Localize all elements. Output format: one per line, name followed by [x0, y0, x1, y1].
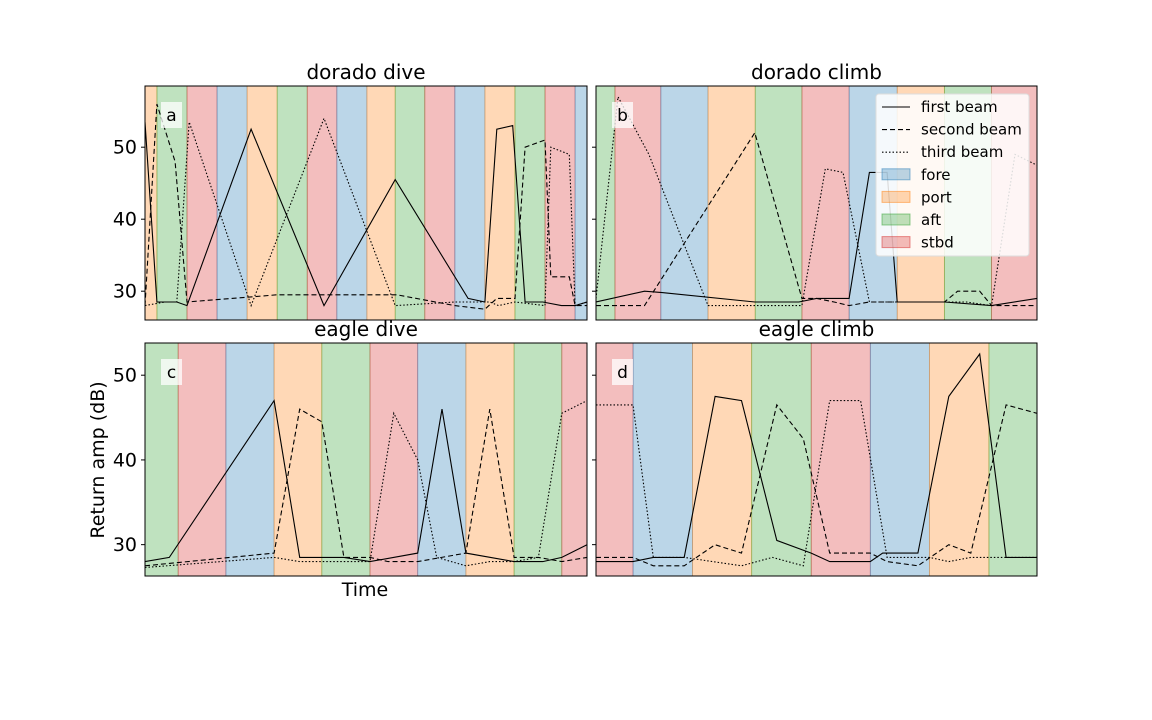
legend-patch-swatch — [881, 236, 911, 249]
band-stbd — [186, 85, 218, 321]
legend-label: aft — [921, 211, 941, 229]
panel-a: 30 40 50 dorado dive a — [113, 60, 588, 321]
series-line-third — [145, 116, 587, 308]
series-line-second — [145, 103, 587, 310]
band-fore — [632, 342, 693, 577]
series-line-second — [596, 131, 1037, 307]
band-fore — [454, 85, 486, 321]
band-fore — [574, 85, 588, 321]
series-line-second — [145, 408, 587, 567]
panel-letter-badge — [612, 359, 633, 385]
axes-frame — [595, 85, 1038, 321]
y-tick-label: 40 — [113, 209, 137, 231]
series-lines — [145, 399, 587, 569]
band-port — [707, 85, 756, 321]
panel-letter-badge — [161, 102, 182, 128]
band-port — [465, 342, 515, 577]
band-aft — [513, 342, 563, 577]
series-line-third — [596, 400, 1037, 567]
series-line-second — [596, 403, 1037, 567]
legend-label: first beam — [921, 98, 998, 116]
band-stbd — [544, 85, 576, 321]
panel-letter: b — [617, 106, 628, 126]
band-aft — [988, 342, 1038, 577]
band-port — [273, 342, 323, 577]
y-axis-label: Return amp (dB) — [87, 381, 109, 538]
band-fore — [417, 342, 467, 577]
panel-d: eagle climb d — [592, 317, 1038, 577]
band-fore — [869, 342, 930, 577]
band-aft — [514, 85, 546, 321]
legend-item-stbd: stbd — [881, 234, 954, 252]
series-line-first — [145, 399, 587, 563]
band-stbd — [561, 342, 588, 577]
panel-title: eagle climb — [759, 317, 875, 341]
legend-patch-swatch — [881, 190, 911, 203]
band-stbd — [369, 342, 419, 577]
panel-title: eagle dive — [314, 317, 418, 341]
panel-letter-badge — [161, 359, 182, 385]
panel-letter: a — [166, 106, 176, 126]
band-stbd — [306, 85, 338, 321]
y-tick-label: 30 — [113, 281, 137, 303]
series-lines — [145, 103, 587, 310]
panel-title: dorado climb — [751, 60, 882, 84]
band-port — [144, 85, 158, 321]
series-lines — [596, 352, 1037, 567]
series-line-first — [145, 121, 587, 307]
legend-label: second beam — [921, 121, 1022, 139]
legend-patch-swatch — [881, 168, 911, 181]
band-aft — [754, 85, 803, 321]
band-aft — [321, 342, 371, 577]
series-line-third — [145, 400, 587, 569]
legend-label: stbd — [921, 234, 954, 252]
band-port — [928, 342, 990, 577]
y-tick-label: 40 — [113, 449, 137, 471]
band-stbd — [810, 342, 871, 577]
legend-label: port — [921, 188, 952, 206]
series-line-third — [596, 94, 1037, 307]
legend: first beam second beam third beam fore port a… — [875, 93, 1030, 257]
series-lines — [596, 94, 1037, 307]
band-fore — [660, 85, 709, 321]
band-port — [246, 85, 278, 321]
legend-label: fore — [921, 166, 951, 184]
band-port — [692, 342, 753, 577]
orientation-bands — [144, 342, 588, 577]
panel-letter: d — [617, 363, 628, 383]
series-line-first — [596, 352, 1037, 563]
panel-letter-badge — [612, 102, 633, 128]
orientation-bands — [595, 342, 1038, 577]
orientation-bands — [144, 85, 588, 321]
panel-c: 30 40 50 eagle dive c — [113, 317, 588, 577]
legend-item-first-beam: first beam — [882, 98, 998, 116]
legend-item-port: port — [881, 188, 952, 206]
legend-item-third-beam: third beam — [882, 143, 1003, 161]
band-port — [366, 85, 396, 321]
legend-item-aft: aft — [881, 211, 941, 229]
legend-item-fore: fore — [881, 166, 951, 184]
band-stbd — [177, 342, 227, 577]
band-stbd — [801, 85, 850, 321]
x-axis-label: Time — [341, 579, 389, 601]
band-stbd — [424, 85, 456, 321]
legend-patch-swatch — [881, 213, 911, 226]
band-aft — [751, 342, 812, 577]
legend-box — [875, 93, 1030, 257]
y-tick-label: 50 — [113, 365, 137, 387]
axes-frame — [144, 85, 588, 321]
panel-letter: c — [167, 363, 176, 383]
y-tick-label: 30 — [113, 534, 137, 556]
panel-title: dorado dive — [306, 60, 425, 84]
band-fore — [336, 85, 368, 321]
legend-label: third beam — [921, 143, 1003, 161]
band-fore — [225, 342, 275, 577]
band-fore — [216, 85, 248, 321]
band-port — [484, 85, 516, 321]
y-tick-label: 50 — [113, 137, 137, 159]
legend-item-second-beam: second beam — [882, 121, 1022, 139]
